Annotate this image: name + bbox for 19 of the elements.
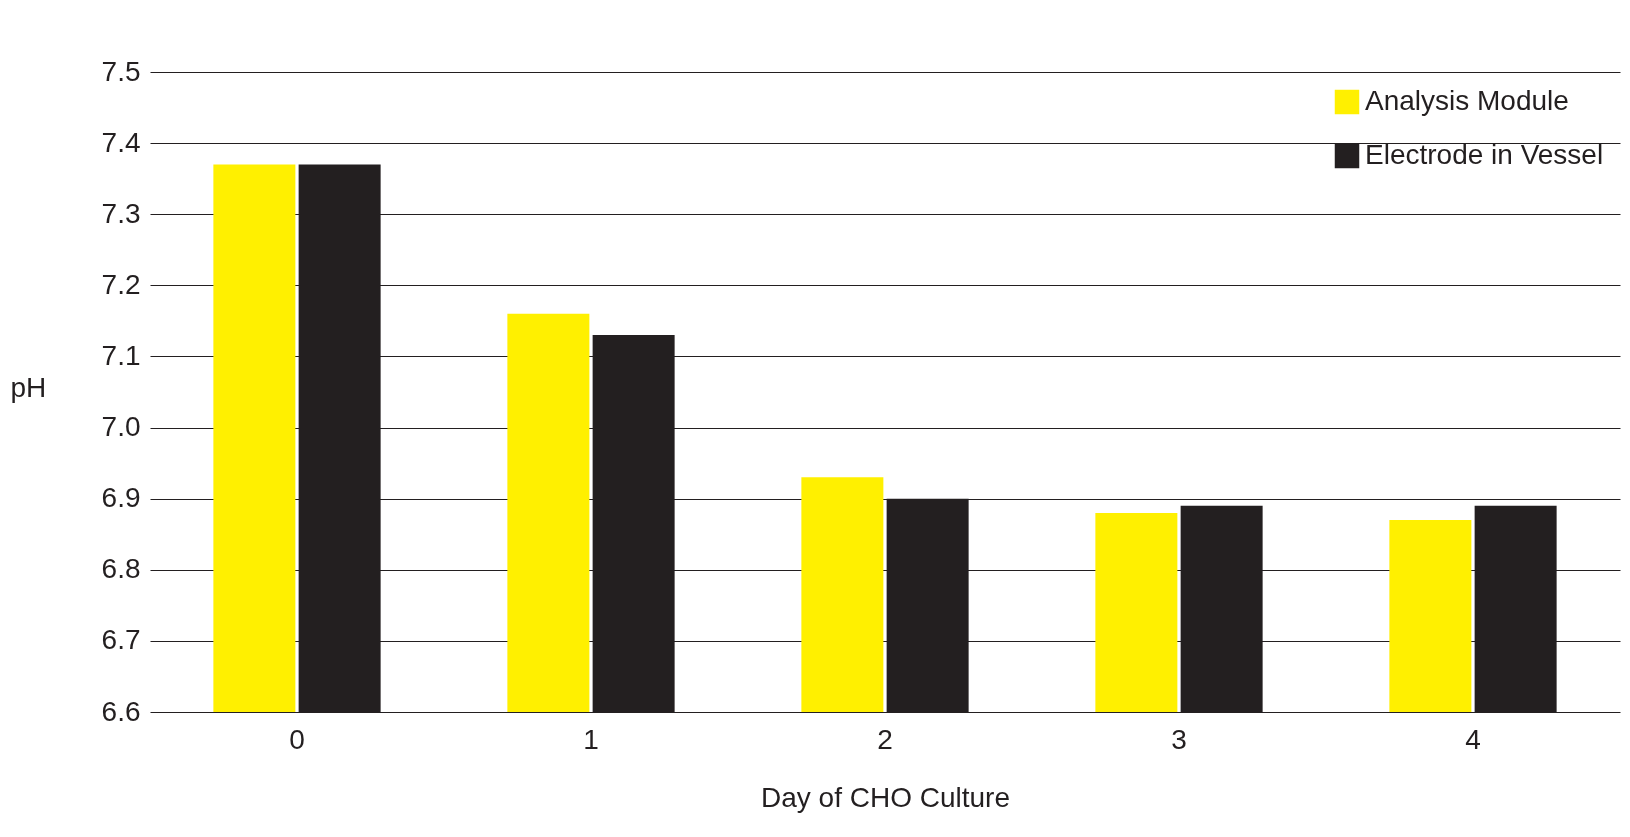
y-tick-label: 7.1 — [101, 339, 141, 371]
y-tick-label: 6.7 — [101, 624, 141, 656]
y-tick-label: 7.4 — [101, 126, 141, 158]
y-tick-label: 6.8 — [101, 553, 141, 585]
legend-label: Electrode in Vessel — [1365, 139, 1604, 170]
x-axis-title: Day of CHO Culture — [761, 781, 1010, 813]
x-tick-label: 3 — [1171, 723, 1187, 755]
y-tick-label: 6.9 — [101, 482, 141, 514]
x-tick-label: 1 — [583, 723, 599, 755]
x-tick-label: 4 — [1465, 723, 1481, 755]
y-tick-label: 6.6 — [101, 695, 141, 727]
x-tick-label: 0 — [289, 723, 305, 755]
y-tick-label: 7.5 — [101, 55, 141, 87]
x-tick-label: 2 — [877, 723, 893, 755]
y-tick-label: 7.2 — [101, 268, 141, 300]
y-axis-title: pH — [10, 371, 47, 403]
y-tick-label: 7.3 — [101, 197, 141, 229]
legend-label: Analysis Module — [1365, 85, 1569, 116]
y-tick-label: 7.0 — [101, 411, 141, 443]
